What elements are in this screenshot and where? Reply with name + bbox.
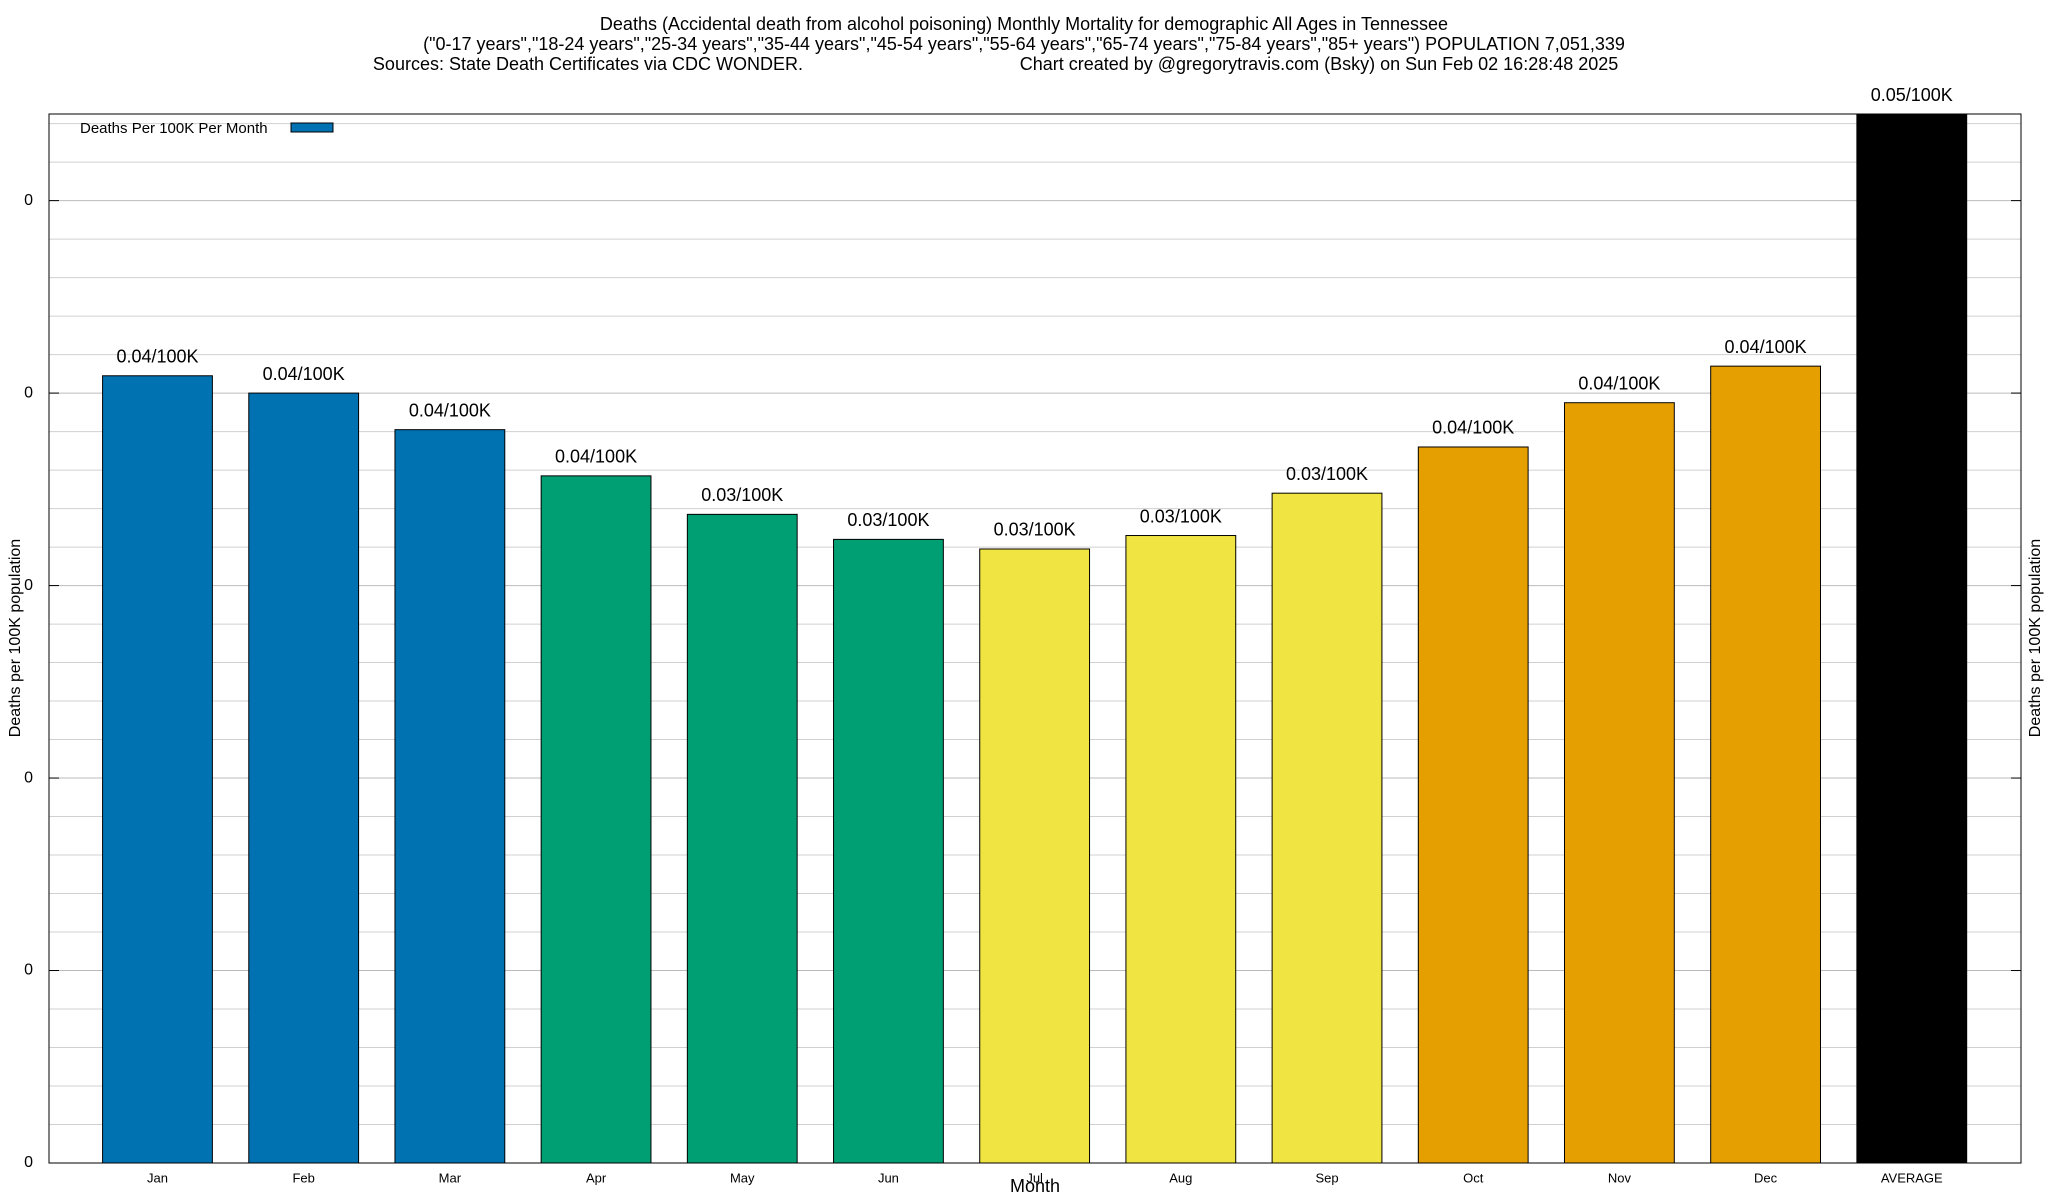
plot-frame bbox=[48, 113, 2022, 1164]
legend: Deaths Per 100K Per Month bbox=[80, 120, 334, 137]
bar bbox=[540, 475, 652, 1164]
credit: Chart created by @gregorytravis.com (Bsk… bbox=[1020, 54, 1619, 74]
x-tick-label: AVERAGE bbox=[1881, 1170, 1943, 1185]
bar bbox=[248, 392, 360, 1164]
x-tick-label: Aug bbox=[1169, 1170, 1192, 1185]
value-label: 0.05/100K bbox=[1871, 85, 1953, 105]
y2-axis-label: Deaths per 100K population bbox=[2027, 539, 2044, 737]
x-tick-label: Nov bbox=[1608, 1170, 1632, 1185]
value-label: 0.03/100K bbox=[847, 510, 929, 530]
y-tick-label: 0 bbox=[24, 384, 33, 401]
x-tick-label: Dec bbox=[1754, 1170, 1778, 1185]
bar bbox=[1856, 113, 1968, 1164]
legend-label: Deaths Per 100K Per Month bbox=[80, 120, 268, 137]
bar bbox=[1563, 402, 1675, 1164]
value-label: 0.04/100K bbox=[116, 347, 198, 367]
y-tick-label: 0 bbox=[24, 577, 33, 594]
value-label: 0.03/100K bbox=[701, 485, 783, 505]
x-tick-label: Jul bbox=[1026, 1170, 1043, 1185]
bar bbox=[833, 538, 944, 1164]
value-label: 0.04/100K bbox=[1725, 337, 1807, 357]
x-tick-label: Feb bbox=[292, 1170, 314, 1185]
bar bbox=[686, 513, 798, 1164]
bar bbox=[979, 548, 1091, 1164]
bars: 0.04/100K Jan 0.04/100K Feb 0.04/100K Mar 0.04… bbox=[102, 85, 1968, 1185]
value-label: 0.04/100K bbox=[263, 364, 345, 384]
x-tick-label: Mar bbox=[439, 1170, 462, 1185]
value-label: 0.04/100K bbox=[1432, 418, 1514, 438]
chart-subtitle: ("0-17 years","18-24 years","25-34 years… bbox=[423, 34, 1625, 54]
bar bbox=[394, 429, 506, 1164]
value-label: 0.04/100K bbox=[555, 447, 637, 467]
chart-title: Deaths (Accidental death from alcohol po… bbox=[600, 14, 1448, 34]
y-tick-label: 0 bbox=[24, 962, 33, 979]
value-label: 0.04/100K bbox=[1578, 373, 1660, 393]
x-tick-label: Apr bbox=[586, 1170, 607, 1185]
bar bbox=[102, 375, 213, 1164]
y-tick-label: 0 bbox=[24, 1154, 33, 1171]
y-tick-label: 0 bbox=[24, 192, 33, 209]
value-label: 0.03/100K bbox=[1140, 506, 1222, 526]
x-tick-label: May bbox=[730, 1170, 755, 1185]
value-label: 0.03/100K bbox=[994, 520, 1076, 540]
x-tick-label: Sep bbox=[1315, 1170, 1338, 1185]
y-tick-label: 0 bbox=[24, 769, 33, 786]
x-tick-label: Oct bbox=[1463, 1170, 1484, 1185]
x-tick-label: Jan bbox=[147, 1170, 168, 1185]
bar bbox=[1710, 365, 1821, 1164]
x-axis-label: Month bbox=[1010, 1176, 1060, 1196]
value-label: 0.04/100K bbox=[409, 400, 491, 420]
y-axis-label: Deaths per 100K population bbox=[7, 539, 24, 737]
x-tick-label: Jun bbox=[878, 1170, 899, 1185]
legend-swatch bbox=[290, 122, 334, 133]
value-label: 0.03/100K bbox=[1286, 464, 1368, 484]
bar bbox=[1417, 446, 1529, 1164]
bar bbox=[1125, 535, 1237, 1164]
source: Sources: State Death Certificates via CD… bbox=[373, 54, 803, 74]
bar bbox=[1271, 492, 1383, 1164]
